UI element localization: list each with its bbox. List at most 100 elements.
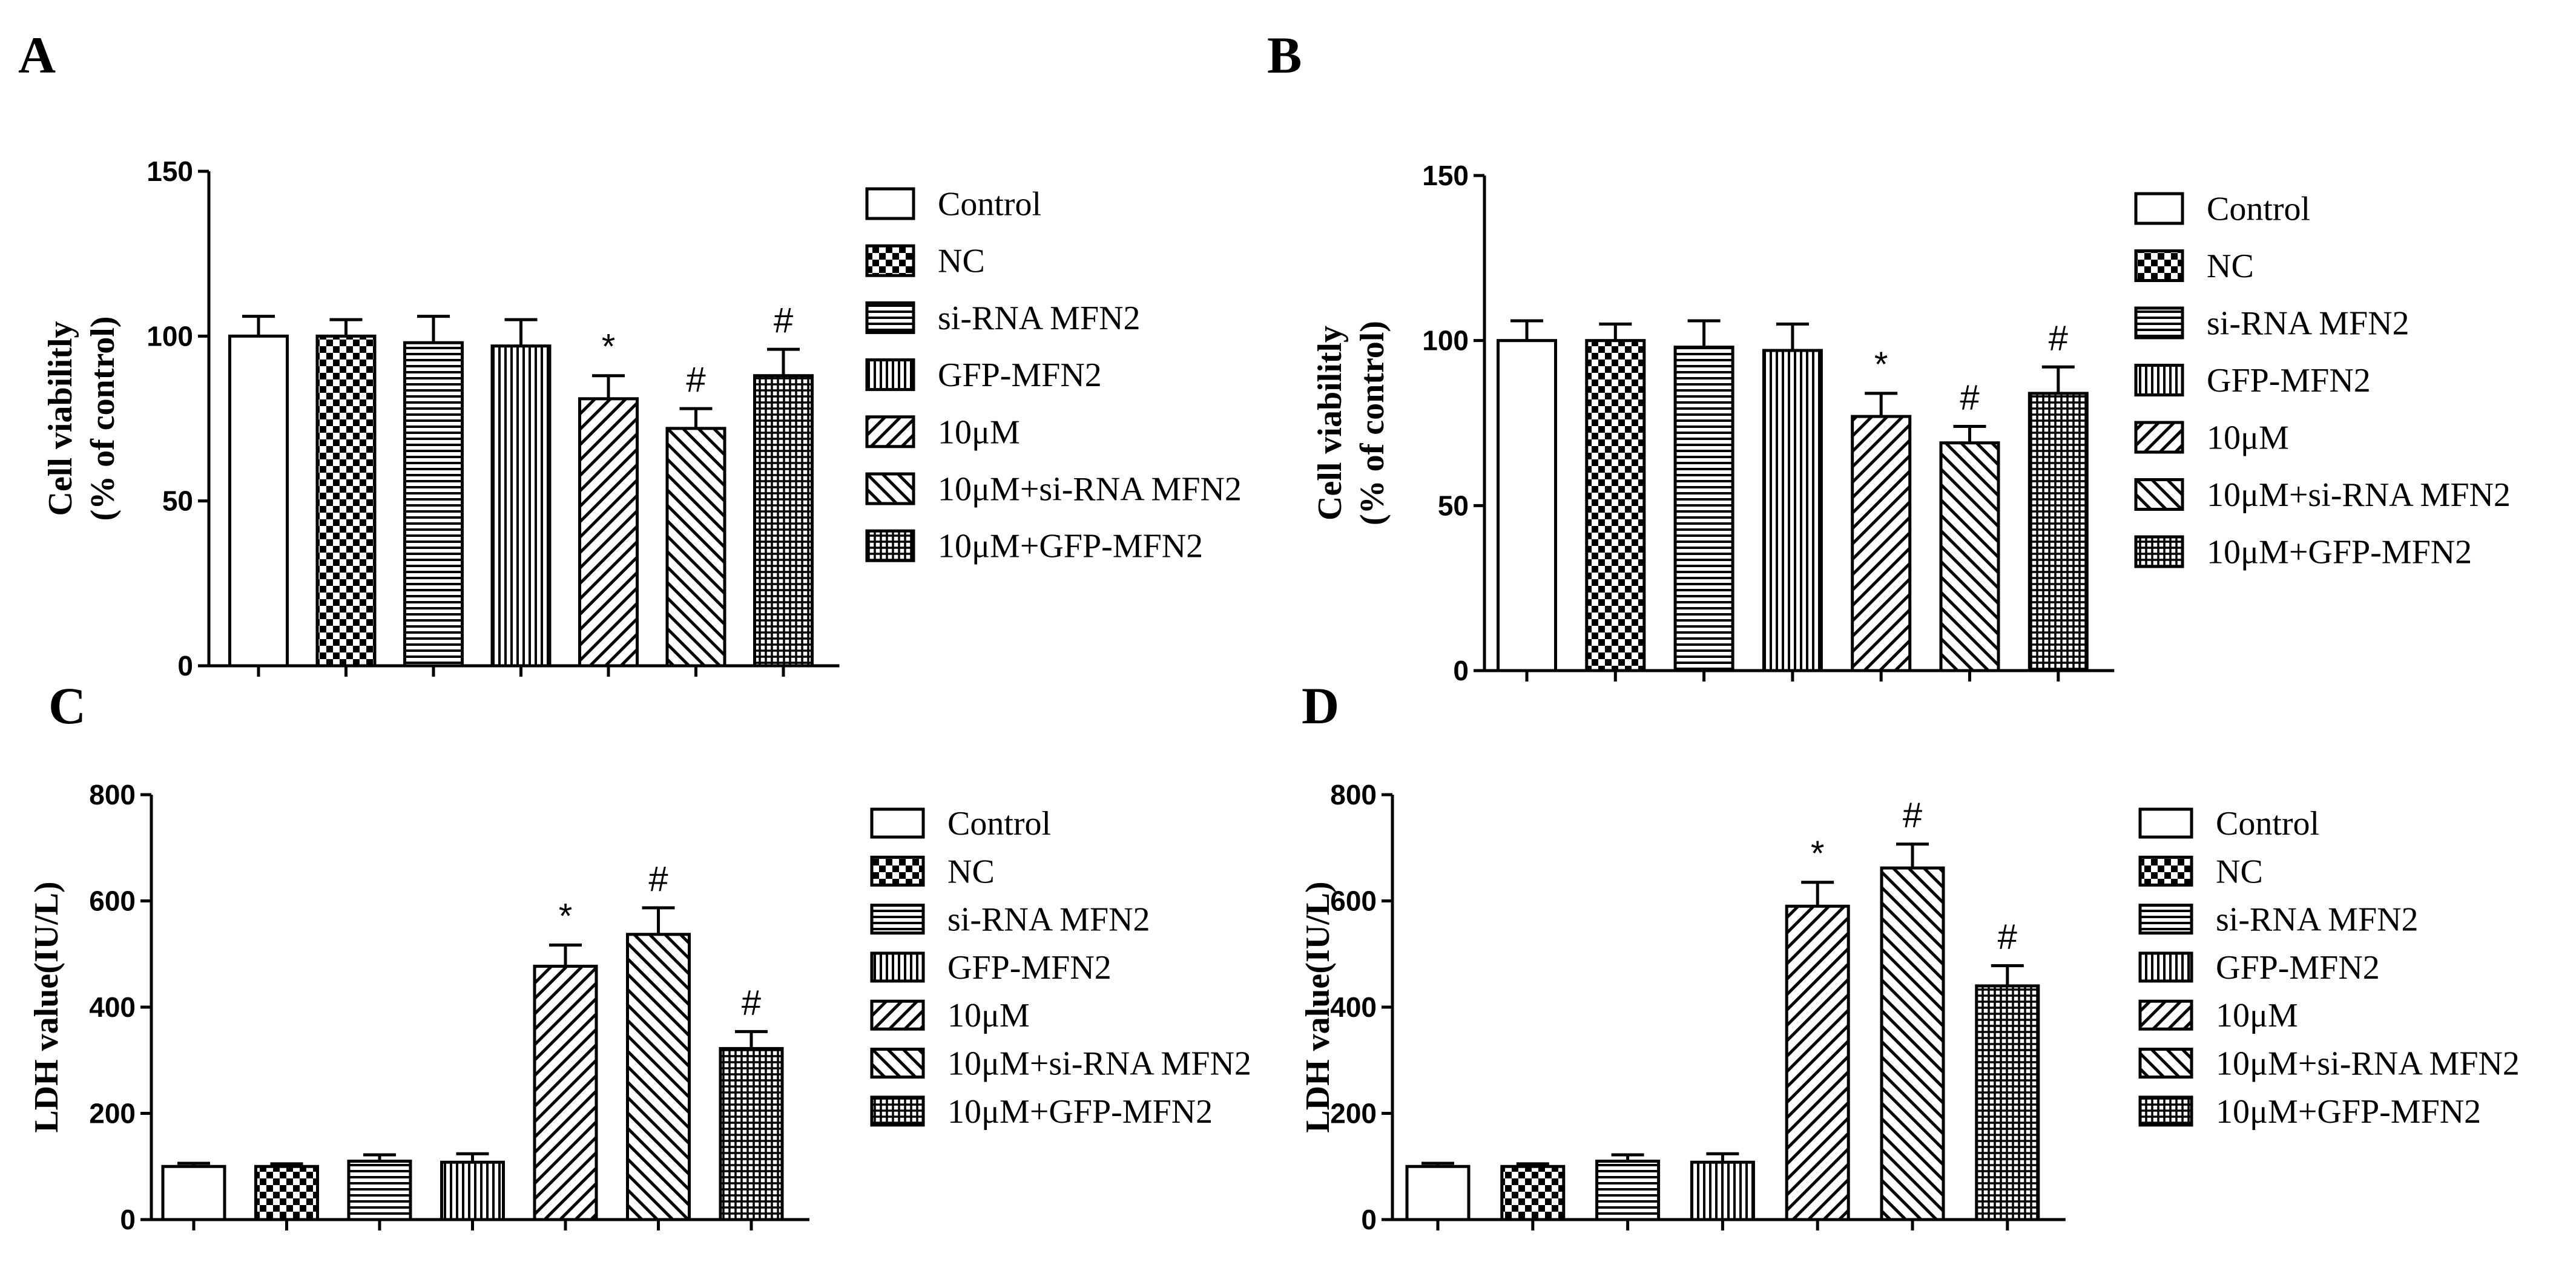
legend-label: GFP-MFN2 — [947, 949, 1112, 987]
y-tick-label: 50 — [162, 485, 193, 517]
legend-label: NC — [938, 243, 985, 280]
bar — [1673, 346, 1734, 672]
legend-swatch — [870, 999, 925, 1031]
legend-swatch — [870, 1048, 925, 1079]
bar — [1585, 339, 1646, 672]
legend-swatch — [2134, 478, 2184, 511]
legend-swatch — [865, 529, 915, 562]
bar — [665, 427, 726, 668]
y-tick-label: 100 — [1422, 325, 1469, 356]
panel-a: A 0 50 100 150 Cell viabilitly (% of control) *… — [18, 26, 1242, 682]
legend-swatch — [2134, 535, 2184, 568]
legend-label: 10μM — [938, 413, 1020, 451]
bar — [578, 397, 639, 668]
significance-mark: # — [648, 859, 668, 899]
y-tick-label: 800 — [1330, 779, 1377, 810]
legend-swatch — [870, 855, 925, 887]
bar — [315, 334, 377, 668]
bar — [1405, 1165, 1471, 1221]
y-tick-label: 600 — [1330, 885, 1377, 917]
y-tick-label: 400 — [89, 991, 136, 1023]
significance-mark: * — [602, 327, 616, 367]
legend-label: 10μM — [2216, 997, 2298, 1034]
y-tick-label: 0 — [120, 1204, 136, 1235]
y-tick-label: 150 — [147, 156, 193, 187]
significance-mark: # — [2049, 318, 2068, 358]
legend-label: 10μM — [947, 997, 1030, 1034]
legend-swatch — [870, 1096, 925, 1127]
bar — [1497, 339, 1557, 672]
legend-label: NC — [2207, 248, 2254, 285]
significance-mark: # — [774, 301, 793, 340]
bar — [1975, 984, 2040, 1221]
panel-letter: C — [48, 677, 86, 735]
bar — [1595, 1159, 1661, 1221]
bar — [719, 1046, 784, 1221]
bar — [753, 374, 814, 668]
legend-swatch — [2134, 421, 2184, 454]
legend-label: Control — [938, 186, 1041, 223]
legend-swatch — [870, 951, 925, 983]
significance-mark: # — [1960, 378, 1979, 417]
bar — [1851, 415, 1912, 672]
y-axis-label: LDH value(IU/L) — [1299, 881, 1337, 1132]
legend-label: GFP-MFN2 — [2216, 949, 2380, 987]
y-tick-label: 0 — [177, 650, 193, 682]
legend-swatch — [865, 472, 915, 505]
y-axis-label: LDH value(IU/L) — [28, 881, 65, 1132]
legend-label: Control — [2216, 805, 2319, 843]
legend-label: GFP-MFN2 — [938, 356, 1102, 394]
legend-label: 10μM+si-RNA MFN2 — [938, 471, 1242, 508]
legend-label: si-RNA MFN2 — [947, 901, 1150, 939]
y-tick-label: 100 — [147, 320, 193, 352]
y-tick-label: 150 — [1422, 160, 1469, 191]
bar — [533, 964, 598, 1221]
legend-label: si-RNA MFN2 — [938, 300, 1141, 337]
significance-mark: * — [1811, 834, 1825, 873]
bar — [440, 1160, 505, 1221]
bar — [1762, 349, 1823, 672]
legend-swatch — [865, 358, 915, 392]
y-axis-label-units: (% of control) — [84, 317, 122, 521]
legend-label: 10μM+GFP-MFN2 — [938, 528, 1203, 565]
legend-swatch — [865, 244, 915, 277]
significance-mark: * — [559, 896, 573, 936]
bar — [347, 1159, 412, 1221]
bar — [228, 334, 289, 668]
legend-swatch — [2138, 951, 2193, 983]
legend-label: GFP-MFN2 — [2207, 362, 2371, 399]
legend-label: NC — [947, 853, 995, 890]
y-axis-label: Cell viabilitly — [1311, 326, 1349, 521]
legend-swatch — [2138, 1096, 2193, 1127]
legend-label: 10μM — [2207, 419, 2289, 457]
y-tick-label: 800 — [89, 779, 136, 810]
legend-label: 10μM+si-RNA MFN2 — [947, 1045, 1251, 1083]
bar — [2028, 392, 2089, 672]
bar — [1939, 441, 2000, 672]
y-tick-label: 0 — [1361, 1204, 1377, 1235]
y-axis-label-units: (% of control) — [1354, 321, 1391, 525]
bar — [161, 1165, 226, 1221]
legend-swatch — [2134, 249, 2184, 282]
significance-mark: * — [1874, 345, 1888, 384]
legend-label: 10μM+GFP-MFN2 — [947, 1093, 1213, 1131]
legend-swatch — [870, 807, 925, 839]
legend-swatch — [2134, 192, 2184, 225]
legend-label: Control — [2207, 191, 2310, 228]
legend-swatch — [865, 187, 915, 220]
panel-letter: D — [1302, 677, 1339, 735]
legend-label: si-RNA MFN2 — [2207, 305, 2410, 343]
significance-mark: # — [686, 360, 705, 399]
bar — [1500, 1165, 1566, 1221]
y-tick-label: 600 — [89, 885, 136, 917]
significance-mark: # — [1998, 918, 2017, 957]
y-tick-label: 200 — [89, 1098, 136, 1129]
panel-b: B 0 50 100 150 Cell viabilitly (% of control) *… — [1267, 26, 2511, 686]
y-axis-label: Cell viabilitly — [42, 321, 79, 516]
panel-c: C 0 200 400 600 800 LDH value(IU/L) * # # Control N… — [28, 677, 1251, 1235]
legend-swatch — [2138, 1048, 2193, 1079]
y-tick-label: 200 — [1330, 1098, 1377, 1129]
panel-letter: B — [1267, 26, 1302, 84]
bar — [1785, 904, 1850, 1221]
significance-mark: # — [742, 983, 761, 1022]
